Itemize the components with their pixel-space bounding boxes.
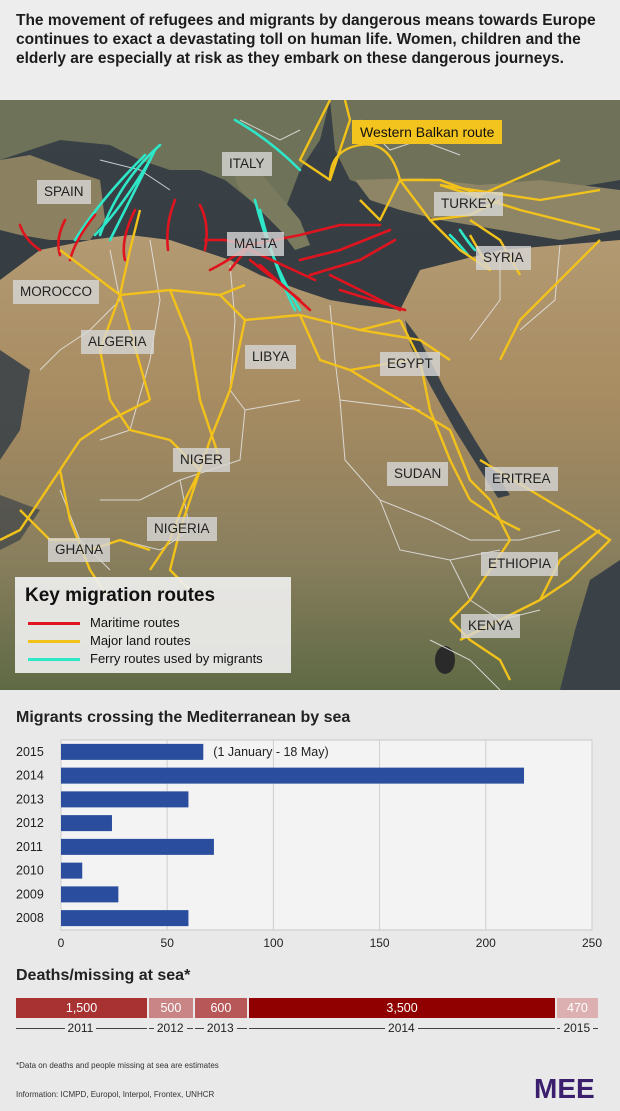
western-balkan-route-label: Western Balkan route xyxy=(352,120,503,144)
y-category-label: 2008 xyxy=(16,911,44,925)
bar-2013 xyxy=(61,791,189,808)
migration-map: SPAIN ITALY MALTA TURKEY SYRIA MOROCCO A… xyxy=(0,100,620,690)
bar-2012 xyxy=(61,815,112,832)
africa-land xyxy=(0,235,620,690)
legend-label-maritime: Maritime routes xyxy=(90,615,180,630)
bar-2010 xyxy=(61,862,83,879)
x-tick-label: 50 xyxy=(161,936,175,950)
label-turkey: TURKEY xyxy=(434,192,503,216)
source-credit: Information: ICMPD, Europol, Interpol, F… xyxy=(16,1090,215,1099)
routes-legend: Key migration routes Maritime routes Maj… xyxy=(15,577,291,673)
label-ethiopia: ETHIOPIA xyxy=(481,552,559,576)
x-tick-label: 150 xyxy=(370,936,390,950)
bar-2014 xyxy=(61,767,525,784)
label-sudan: SUDAN xyxy=(387,462,449,486)
deaths-segment-2012: 500 xyxy=(149,998,193,1018)
ferry-routes xyxy=(73,118,477,312)
label-niger: NIGER xyxy=(173,448,230,472)
deaths-year-2011: 2011 xyxy=(16,1021,148,1035)
y-category-label: 2013 xyxy=(16,792,44,806)
label-malta: MALTA xyxy=(227,232,285,256)
bar-annotation: (1 January - 18 May) xyxy=(213,745,328,759)
bar-2008 xyxy=(61,910,189,927)
bar-2011 xyxy=(61,838,214,855)
legend-title: Key migration routes xyxy=(25,585,216,606)
y-category-label: 2011 xyxy=(16,840,43,854)
label-libya: LIBYA xyxy=(245,345,297,369)
label-kenya: KENYA xyxy=(461,614,520,638)
deaths-segment-2013: 600 xyxy=(194,998,248,1018)
deaths-year-2015: 2015 xyxy=(556,1021,598,1035)
label-egypt: EGYPT xyxy=(380,352,440,376)
deaths-segment-2011: 1,500 xyxy=(16,998,148,1018)
label-eritrea: ERITREA xyxy=(485,467,558,491)
label-ghana: GHANA xyxy=(48,538,111,562)
deaths-segment-2015: 470 xyxy=(556,998,598,1018)
footnote: *Data on deaths and people missing at se… xyxy=(16,1061,219,1070)
logo-text: MEE xyxy=(534,1074,595,1102)
year-label: 2013 xyxy=(203,1021,237,1035)
italy-land xyxy=(225,155,310,250)
label-algeria: ALGERIA xyxy=(81,330,154,354)
year-label: 2014 xyxy=(385,1021,418,1035)
y-category-label: 2014 xyxy=(16,769,44,783)
deaths-year-2013: 2013 xyxy=(194,1021,248,1035)
x-tick-label: 100 xyxy=(263,936,283,950)
y-category-label: 2010 xyxy=(16,864,44,878)
year-label: 2011 xyxy=(64,1021,97,1035)
legend-label-ferry: Ferry routes used by migrants xyxy=(90,651,263,666)
bar-chart-title: Migrants crossing the Mediterranean by s… xyxy=(16,709,351,726)
deaths-year-2012: 2012 xyxy=(149,1021,193,1035)
x-tick-label: 0 xyxy=(58,936,65,950)
x-tick-label: 250 xyxy=(582,936,602,950)
x-tick-label: 200 xyxy=(476,936,496,950)
label-syria: SYRIA xyxy=(476,246,531,270)
legend-label-land: Major land routes xyxy=(90,633,191,648)
year-label: 2015 xyxy=(560,1021,594,1035)
indian-ocean xyxy=(560,560,620,690)
label-morocco: MOROCCO xyxy=(13,280,99,304)
deaths-title: Deaths/missing at sea* xyxy=(16,967,191,984)
mee-logo: MEE xyxy=(534,1074,595,1102)
legend-swatch-land xyxy=(28,640,80,643)
bar-2015 xyxy=(61,743,204,760)
bar-chart: 0 50 100 150 200 250 2015 2014 2013 2012 2011 2010 2… xyxy=(16,739,602,950)
bar-2009 xyxy=(61,886,119,903)
deaths-year-2014: 2014 xyxy=(249,1021,555,1035)
legend-swatch-ferry xyxy=(28,658,80,661)
y-category-label: 2012 xyxy=(16,816,44,830)
label-nigeria: NIGERIA xyxy=(147,517,217,541)
y-category-label: 2009 xyxy=(16,887,44,901)
y-category-label: 2015 xyxy=(16,745,44,759)
deaths-segment-2014: 3,500 xyxy=(249,998,555,1018)
intro-text: The movement of refugees and migrants by… xyxy=(16,12,596,67)
lake-victoria xyxy=(435,646,455,674)
year-label: 2012 xyxy=(153,1021,187,1035)
header: The movement of refugees and migrants by… xyxy=(0,0,620,100)
legend-swatch-maritime xyxy=(28,622,80,625)
label-spain: SPAIN xyxy=(37,180,91,204)
label-italy: ITALY xyxy=(222,152,272,176)
